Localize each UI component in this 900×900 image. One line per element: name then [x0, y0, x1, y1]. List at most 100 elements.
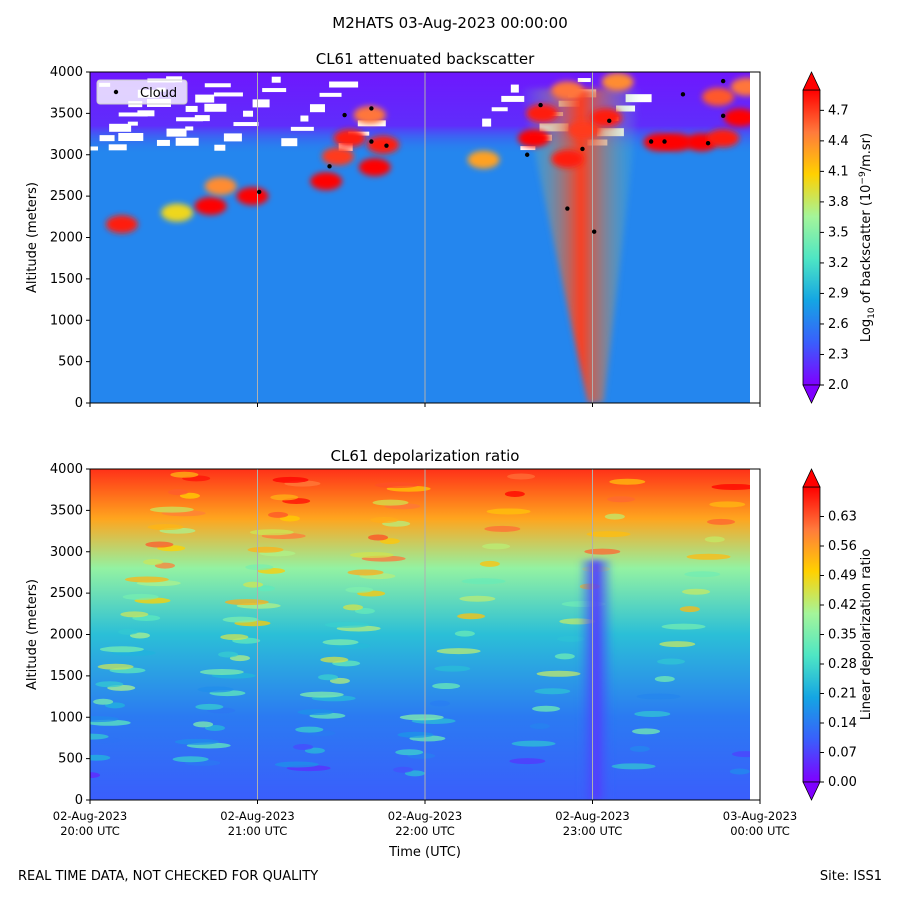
depolarization-streak	[511, 740, 556, 747]
depolarization-streak	[370, 517, 399, 524]
missing-data-gap	[290, 126, 314, 131]
depolarization-streak	[347, 569, 384, 576]
missing-data-gap	[127, 121, 138, 126]
depolarization-streak	[124, 576, 169, 583]
depolarization-streak	[454, 630, 475, 637]
cloud-echo	[358, 158, 391, 177]
legend-box	[96, 79, 188, 105]
colorbar-tick-label: 2.9	[828, 286, 849, 301]
depolarization-streak	[147, 524, 184, 531]
cloud-echo	[105, 215, 138, 234]
y-tick-label: 3000	[50, 545, 83, 560]
y-axis-label: Altitude (meters)	[25, 579, 40, 690]
depolarization-streak	[247, 546, 284, 553]
depolarization-streak	[218, 651, 239, 658]
depolarization-streak	[684, 571, 721, 578]
colorbar-tick-label: 0.56	[828, 539, 857, 554]
depolarization-streak	[199, 668, 244, 675]
cloud-echo	[204, 177, 237, 196]
missing-data-gap	[338, 142, 353, 151]
cloud-echo	[707, 129, 740, 148]
depolarization-streak	[90, 772, 100, 779]
depolarization-streak	[554, 653, 575, 660]
colorbar-extend-max	[802, 71, 821, 91]
cloud-echo	[702, 87, 735, 106]
depolarization-streak	[509, 758, 546, 765]
panel-title: CL61 attenuated backscatter	[316, 50, 535, 68]
cloud-point	[565, 206, 570, 211]
depolarization-streak	[429, 700, 450, 707]
depolarization-streak	[534, 688, 571, 695]
cloud-point	[705, 140, 711, 146]
depolarization-streak	[707, 518, 736, 525]
cloud-point	[580, 146, 585, 152]
y-tick-label: 2000	[50, 231, 83, 246]
depolarization-streak	[318, 674, 339, 681]
missing-data-gap	[156, 139, 170, 146]
missing-data-gap	[501, 95, 525, 102]
depolarization-streak	[584, 548, 621, 555]
missing-data-gap	[482, 118, 492, 127]
missing-data-gap	[175, 137, 199, 146]
colorbar-tick-label: 3.5	[828, 225, 849, 240]
depolarization-streak	[504, 490, 525, 497]
missing-data-gap	[262, 88, 287, 93]
depolarization-streak	[274, 761, 319, 768]
missing-data-gap	[329, 81, 359, 88]
y-tick-label: 1500	[50, 272, 83, 287]
depolarization-streak	[399, 714, 444, 721]
cloud-point	[538, 102, 543, 108]
figure-title: M2HATS 03-Aug-2023 00:00:00	[332, 14, 568, 32]
colorbar-extend-max	[802, 468, 821, 488]
y-tick-label: 3500	[50, 106, 83, 121]
cloud-echo	[589, 108, 622, 127]
panel-2: 0 500 1000 1500 2000 2500 3000 3500 4000 02-Aug-2…	[25, 447, 874, 860]
cloud-echo	[367, 135, 400, 154]
depolarization-streak	[149, 506, 194, 513]
depolarization-streak	[682, 588, 711, 595]
cloud-point	[607, 118, 612, 124]
depolarization-streak	[634, 710, 671, 717]
depolarization-streak	[93, 698, 114, 705]
colorbar-gradient	[802, 486, 821, 783]
data-field	[90, 72, 750, 403]
cloud-echo	[517, 129, 550, 148]
cloud-point	[720, 78, 726, 84]
depolarization-streak	[90, 754, 111, 761]
colorbar-tick-label: 2.6	[828, 317, 849, 332]
high-altitude-noise	[90, 72, 750, 155]
depolarization-streak	[393, 766, 414, 773]
missing-data-gap	[166, 128, 187, 137]
cloud-echo	[321, 147, 354, 166]
depolarization-streak	[711, 483, 750, 490]
depolarization-streak	[434, 665, 471, 672]
depolarization-streak	[679, 606, 700, 613]
depolarization-streak	[243, 581, 264, 588]
depolarization-streak	[174, 738, 219, 745]
cloud-echo	[660, 133, 693, 152]
colorbar-tick-label: 2.3	[828, 347, 849, 362]
y-tick-label: 3000	[50, 148, 83, 163]
missing-data-gap	[194, 115, 210, 122]
depolarization-streak	[90, 716, 119, 723]
missing-data-gap	[90, 146, 98, 151]
legend-label: Cloud	[140, 86, 177, 101]
colorbar-tick-label: 3.2	[828, 256, 849, 271]
missing-data-gap	[233, 122, 259, 127]
depolarization-streak	[432, 683, 461, 690]
aerosol-plume	[520, 88, 641, 403]
cloud-point	[327, 164, 332, 169]
missing-data-gap	[223, 133, 242, 142]
cloud-point	[342, 112, 347, 118]
colorbar-label: Log10 of backscatter (10−9/m.sr)	[858, 133, 877, 342]
missing-data-gap	[214, 144, 226, 151]
y-tick-label: 2500	[50, 189, 83, 204]
y-tick-label: 4000	[50, 462, 83, 477]
colorbar: 0.00 0.07 0.14 0.21 0.28 0.35 0.42 0.49 0.56 0.63…	[802, 468, 874, 801]
depolarization-streak	[99, 646, 144, 653]
depolarization-streak	[484, 525, 521, 532]
cloud-point	[662, 139, 667, 144]
depolarization-streak	[220, 634, 249, 641]
y-tick-label: 1000	[50, 710, 83, 725]
